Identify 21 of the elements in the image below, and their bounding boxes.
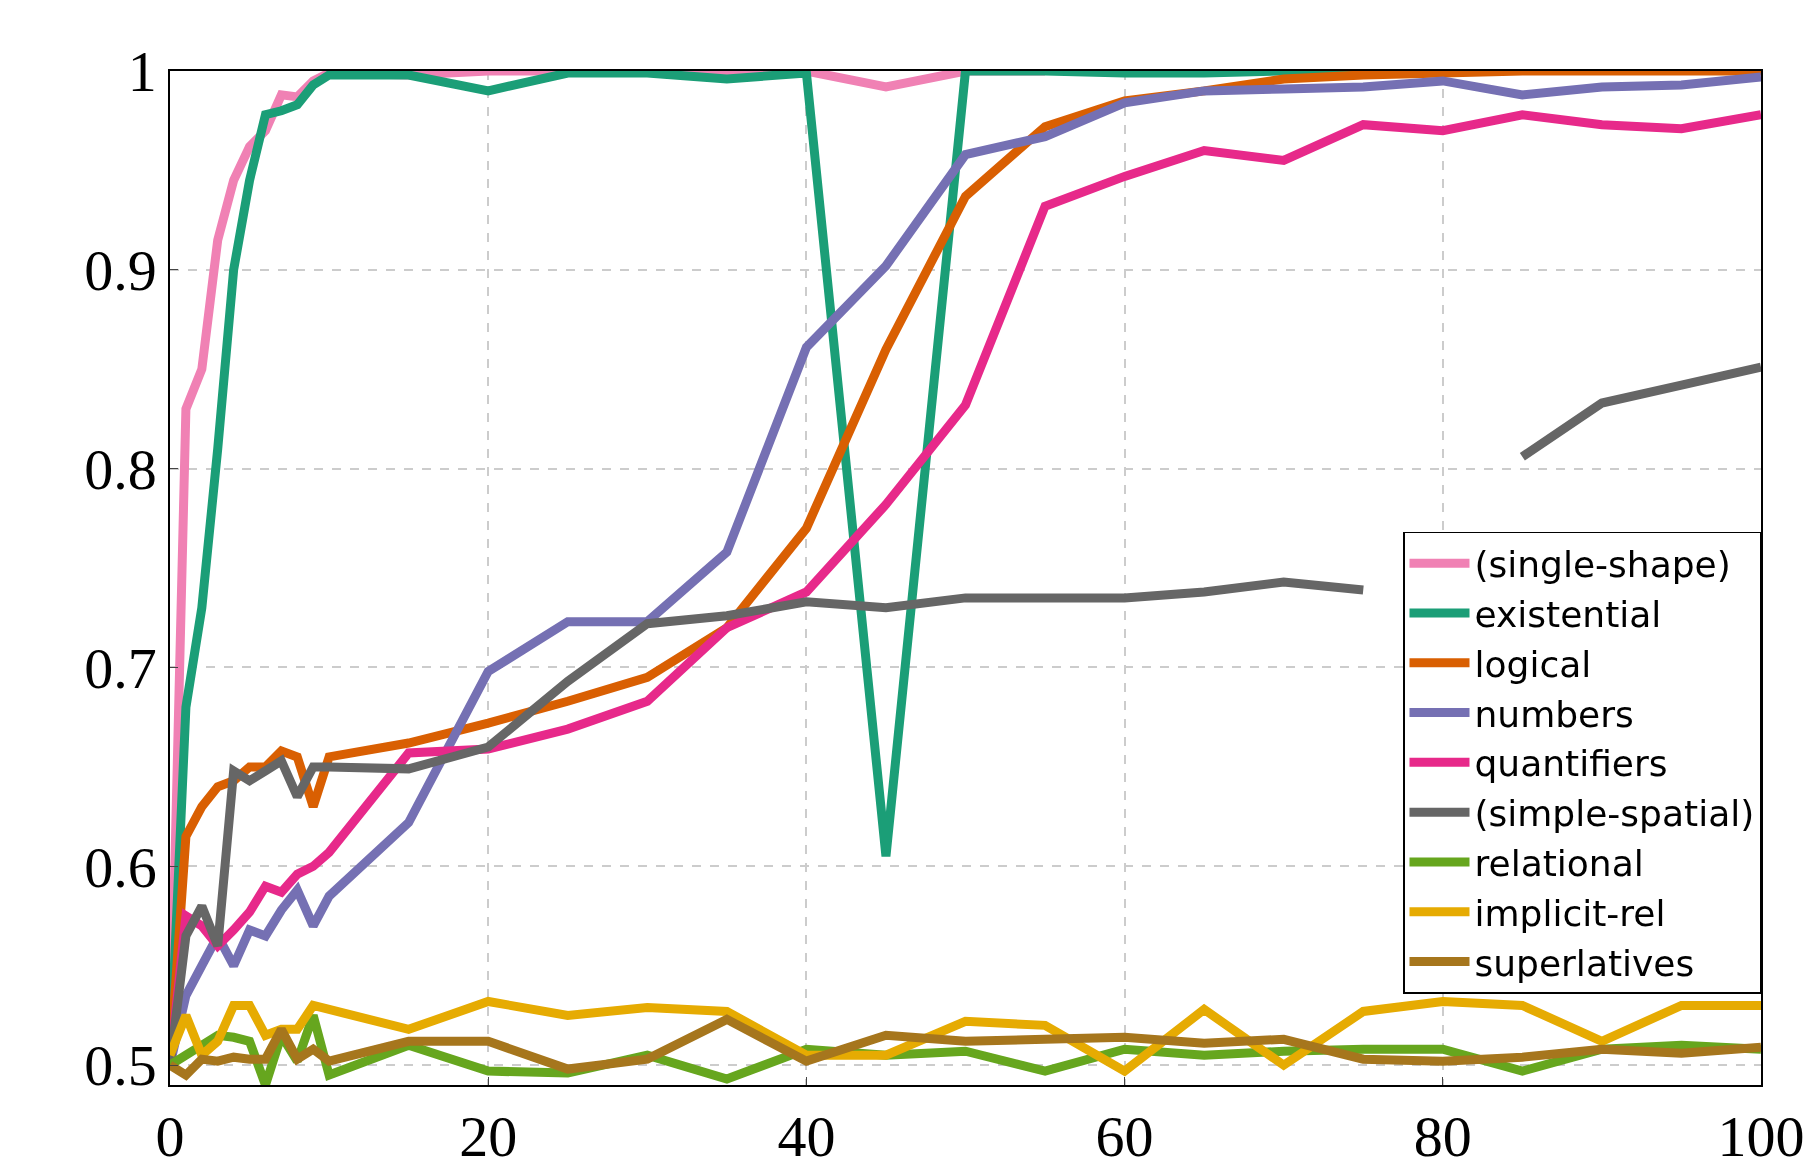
x-tick-label: 20 [459, 1104, 518, 1170]
legend-label: logical [1474, 643, 1592, 685]
x-tick-label: 0 [155, 1104, 185, 1170]
legend-label: existential [1474, 593, 1662, 635]
legend-label: superlatives [1474, 942, 1695, 984]
x-tick-label: 100 [1717, 1104, 1805, 1170]
x-tick-label: 40 [777, 1104, 836, 1170]
y-tick-label: 0.5 [84, 1033, 157, 1099]
y-tick-label: 0.7 [84, 635, 157, 701]
x-tick-label: 80 [1413, 1104, 1472, 1170]
y-tick-label: 0.6 [84, 834, 157, 900]
y-tick-label: 1 [127, 39, 157, 105]
legend-label: implicit-rel [1474, 892, 1666, 934]
legend-label: (single-shape) [1474, 544, 1731, 586]
legend-label: quantifiers [1474, 743, 1668, 785]
x-tick-label: 60 [1095, 1104, 1154, 1170]
y-tick-label: 0.9 [84, 238, 157, 304]
legend-label: (simple-spatial) [1474, 793, 1755, 835]
y-tick-label: 0.8 [84, 436, 157, 502]
legend-label: numbers [1474, 693, 1634, 735]
legend-label: relational [1474, 842, 1644, 884]
